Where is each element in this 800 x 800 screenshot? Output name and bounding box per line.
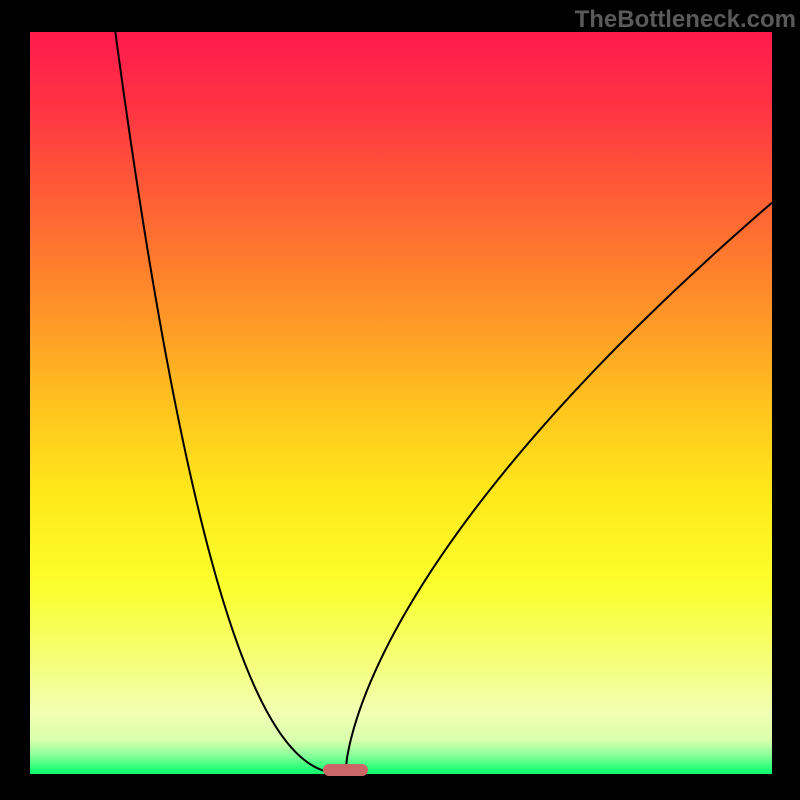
watermark-text: TheBottleneck.com xyxy=(575,6,796,34)
bottom-marker xyxy=(323,764,368,776)
chart-svg xyxy=(0,0,800,800)
chart-container: TheBottleneck.com xyxy=(0,0,800,800)
